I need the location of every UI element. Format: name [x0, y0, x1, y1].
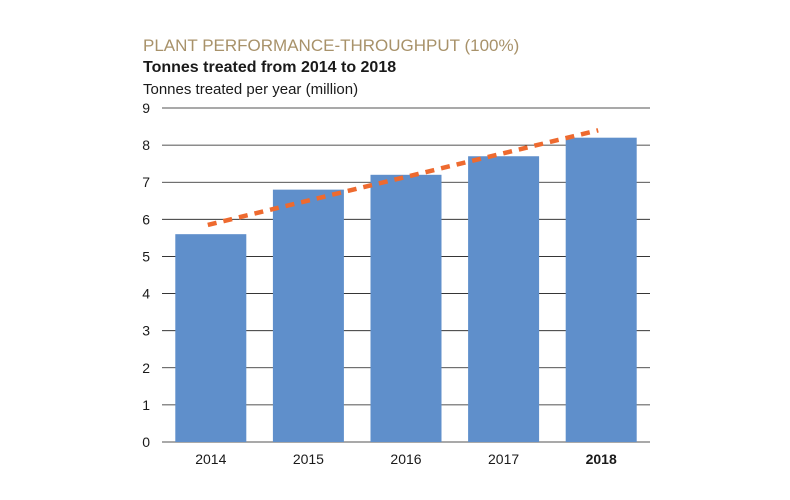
x-tick-label: 2016 — [390, 451, 421, 467]
x-tick-label: 2014 — [195, 451, 226, 467]
x-tick-label: 2018 — [586, 451, 617, 467]
y-tick-label: 4 — [142, 286, 150, 302]
y-tick-label: 3 — [142, 323, 150, 339]
chart-subtitle: Tonnes treated from 2014 to 2018 — [143, 59, 396, 76]
chart-title: PLANT PERFORMANCE-THROUGHPUT (100%) — [143, 36, 519, 55]
y-tick-label: 8 — [142, 137, 150, 153]
trendline-group — [207, 128, 599, 228]
y-tick-label: 2 — [142, 360, 150, 376]
y-ticks: 0 1 2 3 4 5 6 7 8 9 — [142, 100, 150, 450]
bars — [175, 137, 637, 443]
x-tick-label: 2017 — [488, 451, 519, 467]
trendline — [207, 128, 599, 228]
y-tick-label: 5 — [142, 248, 150, 264]
bar-2015 — [272, 189, 344, 442]
bar-2016 — [370, 174, 442, 443]
y-tick-label: 9 — [142, 100, 150, 116]
x-tick-label: 2015 — [293, 451, 324, 467]
x-ticks: 2014 2015 2016 2017 2018 — [195, 451, 617, 467]
bar-2018 — [565, 137, 637, 442]
y-tick-label: 6 — [142, 211, 150, 227]
y-tick-label: 1 — [142, 397, 150, 413]
bar-2014 — [175, 234, 247, 442]
bar-2017 — [468, 156, 540, 442]
y-tick-label: 7 — [142, 174, 150, 190]
y-tick-label: 0 — [142, 434, 150, 450]
y-axis-label: Tonnes treated per year (million) — [143, 81, 358, 98]
